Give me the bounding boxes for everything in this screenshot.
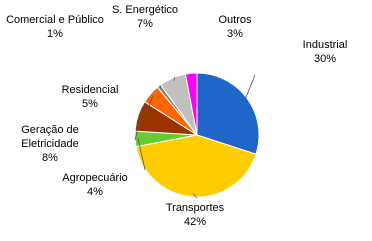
value-label: 1% — [47, 28, 63, 40]
leader-line — [244, 74, 256, 101]
leader-line — [192, 193, 198, 199]
leader-line — [134, 116, 142, 141]
pie-slice — [135, 134, 257, 198]
value-label: 5% — [82, 98, 98, 110]
slice-label: Industrial 30% — [290, 38, 360, 66]
slice-label: Comercial e Público 1% — [5, 13, 105, 41]
category-label: Agropecuário — [62, 172, 128, 184]
category-label: Residencial — [61, 84, 119, 96]
leader-line — [144, 95, 154, 118]
pie-slice — [196, 72, 260, 155]
category-label: Outros — [218, 14, 252, 26]
value-label: 42% — [183, 216, 207, 228]
leader-line — [159, 84, 162, 89]
category-label: Comercial e Público — [6, 14, 104, 26]
slice-label: Agropecuário 4% — [55, 171, 135, 199]
value-label: 4% — [87, 186, 103, 198]
slice-label: Residencial 5% — [55, 83, 125, 111]
value-label: 7% — [137, 18, 153, 30]
category-label: Industrial — [302, 39, 348, 51]
slice-label: Transportes 42% — [150, 201, 240, 229]
slice-label: S. Energético 7% — [105, 3, 185, 31]
value-label: 8% — [42, 152, 58, 164]
category-label: Geração de Eletricidade — [21, 124, 79, 150]
value-label: 30% — [313, 53, 337, 65]
pie-slice — [184, 72, 198, 136]
value-label: 3% — [227, 28, 243, 40]
category-label: Transportes — [165, 202, 225, 214]
category-label: S. Energético — [111, 4, 179, 16]
leader-line — [173, 76, 176, 81]
slice-label: Outros 3% — [205, 13, 265, 41]
leader-line — [191, 73, 193, 77]
slice-label: Geração de Eletricidade 8% — [0, 123, 100, 165]
leader-line — [137, 138, 146, 171]
